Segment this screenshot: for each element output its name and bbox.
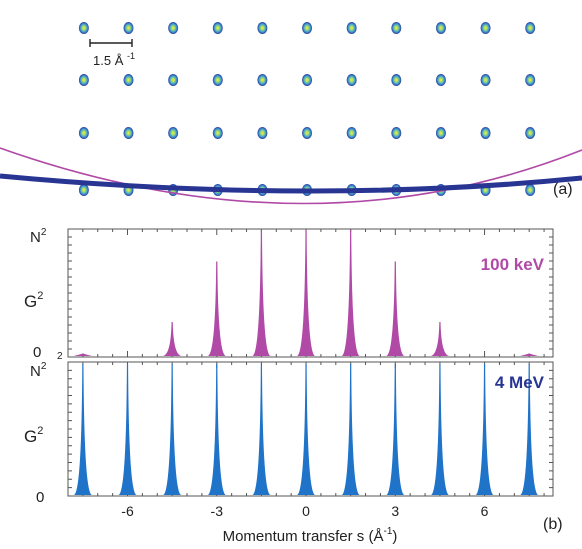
x-tick-labels: -6 -3 0 3 6 <box>121 503 488 519</box>
lattice-spot <box>257 74 268 86</box>
x-tick-label: 6 <box>481 503 489 519</box>
peak-100kev <box>430 321 449 356</box>
plot-frame-4mev <box>67 361 554 497</box>
x-tick-label: 0 <box>302 503 310 519</box>
peak-4mev <box>252 364 271 495</box>
lattice-spot <box>257 22 268 34</box>
peak-4mev <box>341 364 360 495</box>
series-label-4mev: 4 MeV <box>495 373 545 392</box>
lattice-spot <box>435 22 446 34</box>
lattice-spot <box>525 22 536 34</box>
y-tick-n-bottom: N2 <box>30 361 47 380</box>
peak-4mev <box>430 364 449 495</box>
panel-b-label: (b) <box>543 516 563 533</box>
peak-4mev <box>386 364 405 495</box>
reciprocal-lattice-spots <box>78 22 536 196</box>
lattice-spot <box>525 74 536 86</box>
y-tick-zero-bottom: 0 <box>36 489 44 506</box>
lattice-spot <box>346 74 357 86</box>
ewald-sphere-4mev <box>0 173 582 194</box>
lattice-spot <box>302 127 313 139</box>
lattice-spot <box>391 74 402 86</box>
x-axis-label: Momentum transfer s (Å-1) <box>223 526 398 545</box>
lattice-spot <box>78 74 89 86</box>
plot-frame-100kev <box>67 228 554 358</box>
lattice-spot <box>480 22 491 34</box>
lattice-spot <box>78 184 89 196</box>
peak-4mev <box>520 364 539 495</box>
lattice-spot <box>302 22 313 34</box>
lattice-spot <box>480 127 491 139</box>
scale-bar: 1.5 Å -1 <box>89 39 135 68</box>
peak-100kev <box>520 353 539 356</box>
lattice-spot <box>391 127 402 139</box>
lattice-spot <box>78 127 89 139</box>
series-100kev-peaks <box>73 230 539 356</box>
peak-100kev <box>252 230 271 356</box>
peak-100kev <box>207 261 226 356</box>
y-axis-label-top: G2 <box>24 290 43 311</box>
scale-bar-number: 1.5 <box>93 53 111 68</box>
peak-4mev <box>163 364 182 495</box>
peak-4mev <box>207 364 226 495</box>
axis-ticks <box>68 229 553 496</box>
peak-100kev <box>73 353 92 356</box>
lattice-spot <box>346 127 357 139</box>
lattice-spot <box>123 127 134 139</box>
x-tick-label: -3 <box>211 503 224 519</box>
series-4mev-peaks <box>73 364 539 495</box>
lattice-spot <box>480 74 491 86</box>
lattice-spot <box>123 74 134 86</box>
y-tick-n-top: N2 <box>30 227 47 246</box>
lattice-spot <box>525 127 536 139</box>
peak-4mev <box>118 364 137 495</box>
lattice-spot <box>168 22 179 34</box>
lattice-spot <box>525 184 536 196</box>
peak-4mev <box>297 364 316 495</box>
y-tick-zero-top: 0 <box>33 344 41 361</box>
peak-100kev <box>297 230 316 356</box>
lattice-spot <box>346 22 357 34</box>
peak-100kev <box>341 230 360 356</box>
lattice-spot <box>212 74 223 86</box>
svg-text:1.5 Å -1: 1.5 Å -1 <box>93 51 135 68</box>
lattice-spot <box>435 127 446 139</box>
y-tick-zero-top-superscript: 2 <box>57 351 63 362</box>
lattice-spot <box>123 22 134 34</box>
scale-bar-unit: Å <box>115 53 124 68</box>
series-label-100kev: 100 keV <box>481 255 545 274</box>
peak-4mev <box>73 364 92 495</box>
lattice-spot <box>302 74 313 86</box>
lattice-spot <box>212 127 223 139</box>
panel-a-label: (a) <box>553 181 573 198</box>
lattice-spot <box>168 127 179 139</box>
ewald-sphere-100kev <box>0 147 582 205</box>
x-tick-label: 3 <box>391 503 399 519</box>
lattice-spot <box>78 22 89 34</box>
lattice-spot <box>435 74 446 86</box>
lattice-spot <box>391 22 402 34</box>
peak-100kev <box>386 261 405 356</box>
x-tick-label: -6 <box>121 503 134 519</box>
lattice-spot <box>257 127 268 139</box>
lattice-spot <box>212 22 223 34</box>
y-axis-label-bottom: G2 <box>24 425 43 446</box>
lattice-spot <box>168 74 179 86</box>
scale-bar-exponent: -1 <box>127 51 135 61</box>
peak-100kev <box>163 321 182 356</box>
peak-4mev <box>475 364 494 495</box>
